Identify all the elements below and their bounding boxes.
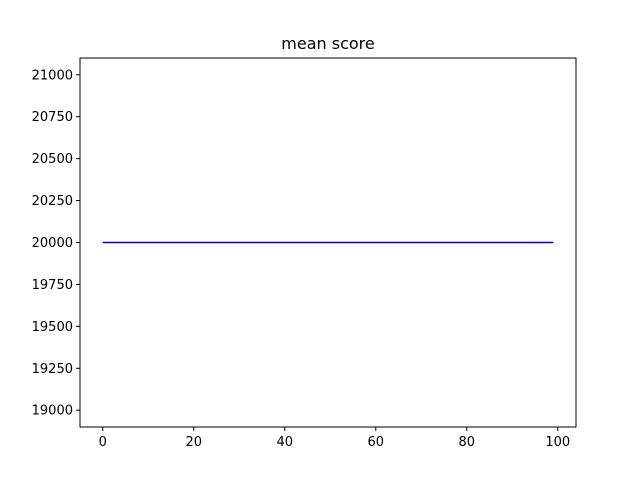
y-tick-label: 19000 [32, 404, 73, 419]
x-tick-label: 100 [545, 435, 570, 450]
y-tick-label: 19750 [32, 278, 73, 293]
y-tick-label: 19500 [32, 320, 73, 335]
y-axis: 19000 19250 19500 19750 20000 20250 20500 20750… [32, 68, 80, 419]
y-tick-label: 20250 [32, 194, 73, 209]
y-tick-label: 19250 [32, 362, 73, 377]
plot-frame [79, 57, 577, 428]
y-tick-label: 20000 [32, 236, 73, 251]
x-tick-label: 80 [459, 435, 476, 450]
y-tick-label: 21000 [32, 68, 73, 83]
x-tick-label: 60 [368, 435, 385, 450]
x-tick-label: 20 [185, 435, 202, 450]
x-tick-label: 0 [99, 435, 107, 450]
chart-title: mean score [281, 34, 374, 53]
y-tick-label: 20500 [32, 152, 73, 167]
x-tick-label: 40 [276, 435, 293, 450]
x-axis: 0 20 40 60 80 100 [99, 427, 570, 450]
y-tick-label: 20750 [32, 110, 73, 125]
